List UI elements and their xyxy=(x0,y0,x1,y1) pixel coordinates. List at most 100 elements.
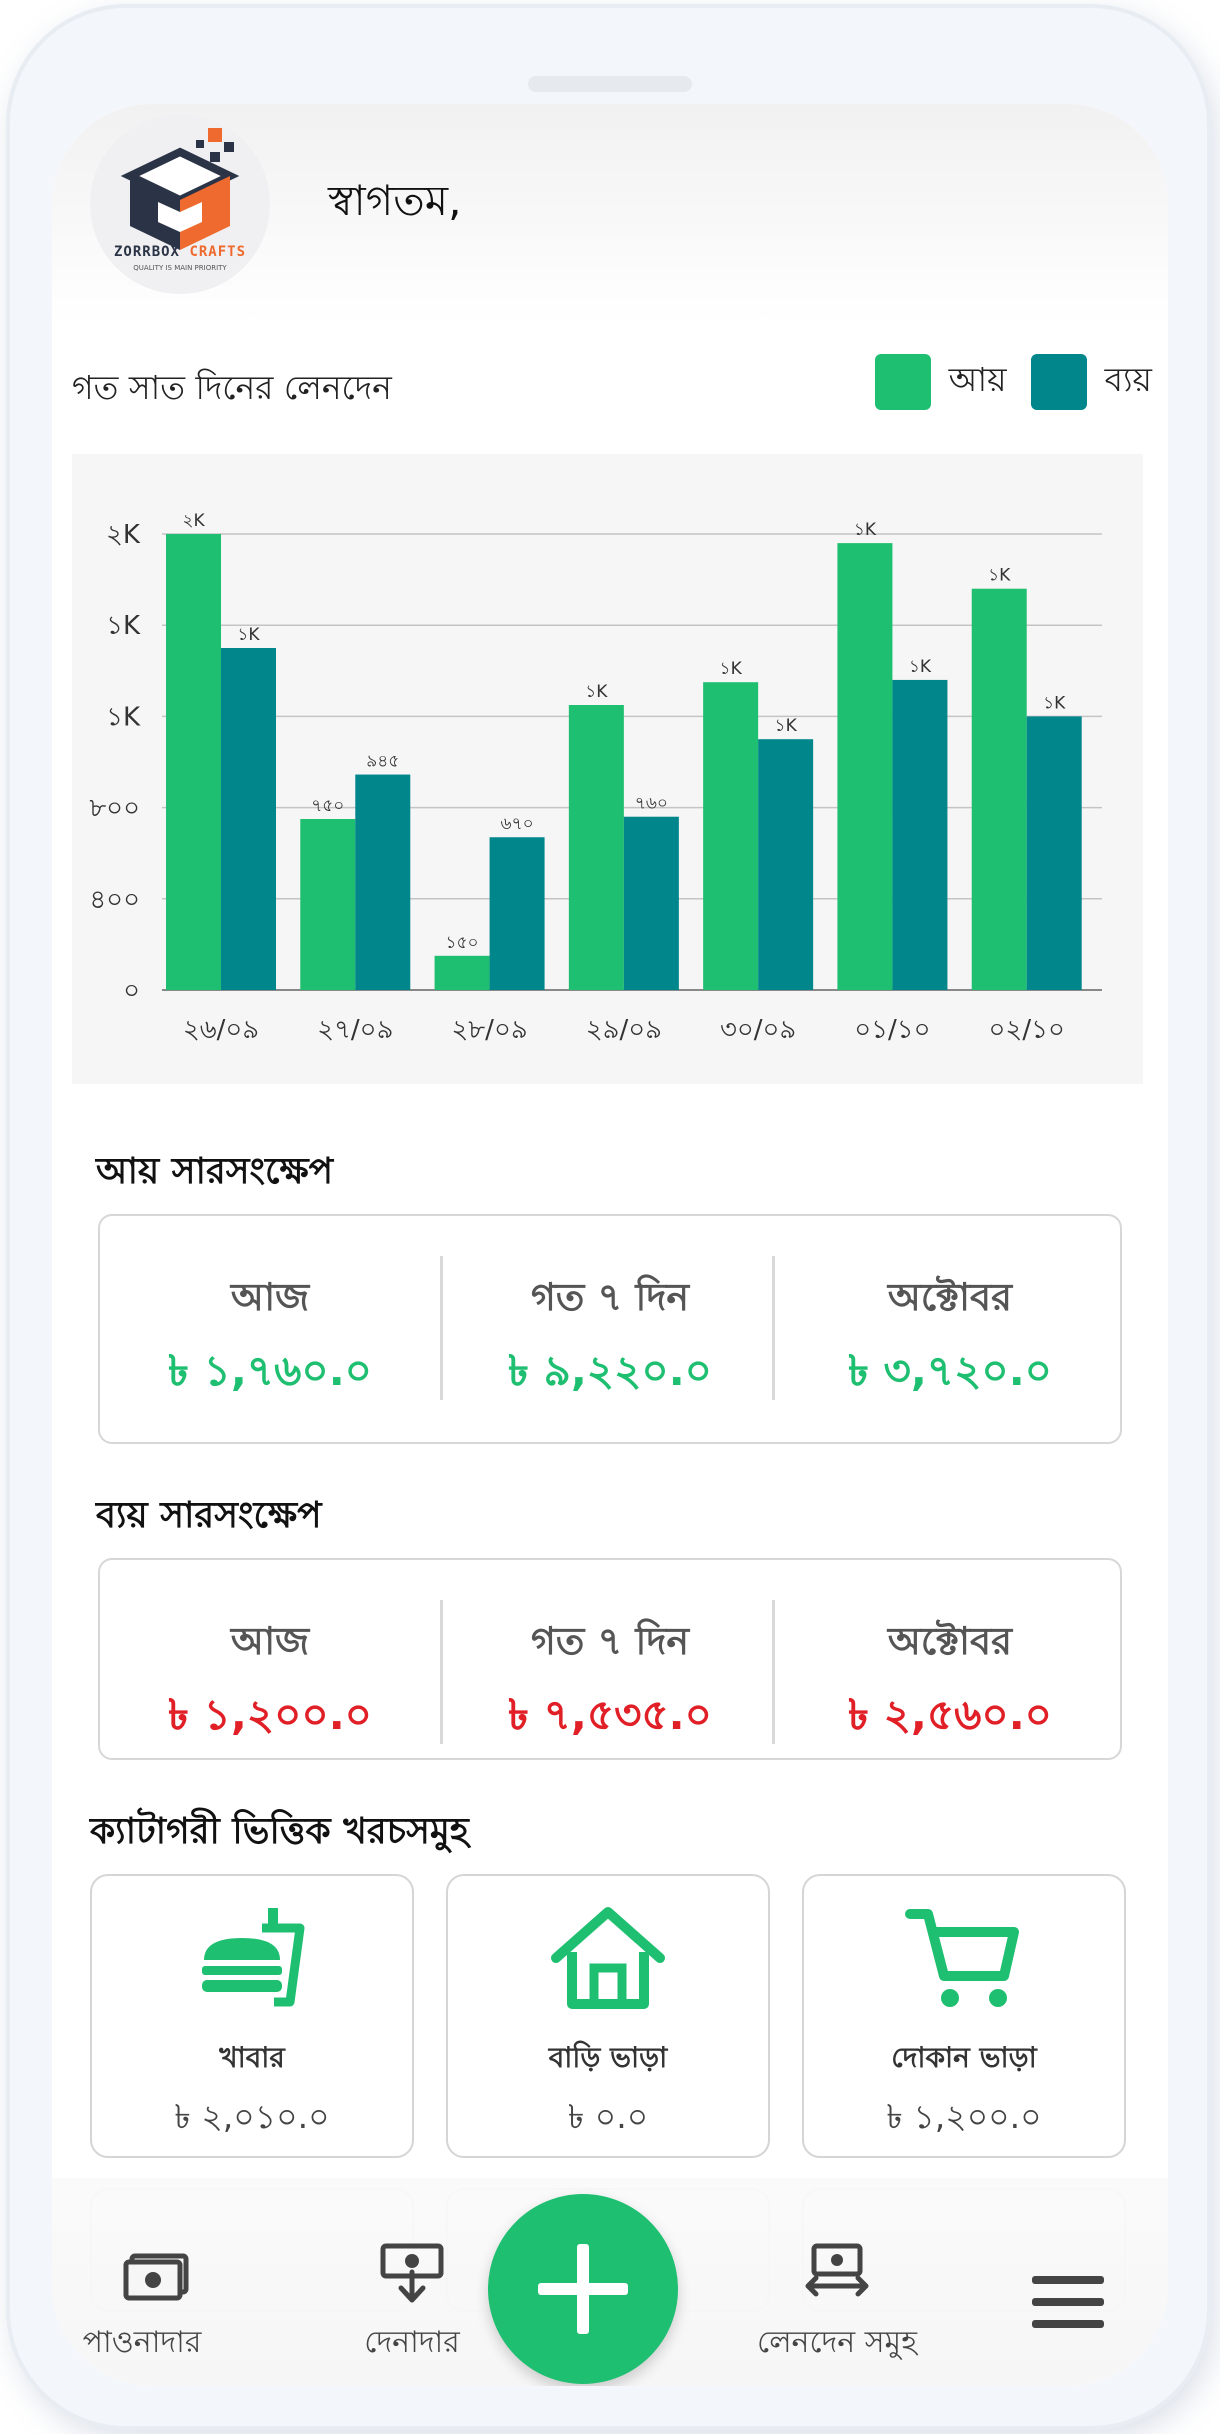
income-today-value: ৳ ১,৭৬০.০ xyxy=(168,1346,372,1395)
x-tick-label: ২৮/০৯ xyxy=(451,1015,527,1045)
divider xyxy=(440,1256,443,1400)
bar-value-label: ২K xyxy=(182,511,205,531)
expense-month-label: অক্টোবর xyxy=(887,1619,1013,1663)
x-tick-label: ২৭/০৯ xyxy=(317,1015,393,1045)
logo-cube-icon xyxy=(120,128,240,250)
income-summary-title: আয় সারসংক্ষেপ xyxy=(96,1151,334,1192)
chart-bar xyxy=(703,682,759,990)
bar-value-label: ১K xyxy=(854,520,877,540)
legend-swatch-income xyxy=(874,354,931,410)
income-summary-card: আজ ৳ ১,৭৬০.০ গত ৭ দিন ৳ ৯,২২০.০ অক্টোবর … xyxy=(98,1214,1122,1444)
transactions-header: গত সাত দিনের লেনদেন আয় ব্যয় xyxy=(72,354,1152,414)
y-tick-label: ১K xyxy=(106,702,141,732)
bar-value-label: ১K xyxy=(720,659,743,679)
chart-bar xyxy=(434,955,490,990)
expense-today-value: ৳ ১,২০০.০ xyxy=(168,1690,372,1739)
exchange-icon xyxy=(805,2243,869,2297)
logo-brand-text: ZORRBOX CRAFTS xyxy=(90,244,270,260)
nav-creditors[interactable]: পাওনাদার xyxy=(52,2178,232,2386)
category-card-house-rent[interactable]: বাড়ি ভাড়া ৳ ০.০ xyxy=(446,1874,770,2158)
category-card-shop-rent[interactable]: দোকান ভাড়া ৳ ১,২০০.০ xyxy=(802,1874,1126,2158)
expense-summary-card: আজ ৳ ১,২০০.০ গত ৭ দিন ৳ ৭,৫৩৫.০ অক্টোবর … xyxy=(98,1558,1122,1760)
expense-week-label: গত ৭ দিন xyxy=(530,1619,690,1663)
chart-bar xyxy=(837,543,893,990)
chart-bar xyxy=(568,705,624,990)
expense-today-label: আজ xyxy=(230,1619,310,1663)
x-tick-label: ২৯/০৯ xyxy=(586,1015,662,1045)
y-tick-label: ০ xyxy=(123,976,140,1006)
bar-value-label: ৬৭০ xyxy=(500,814,533,834)
logo-brand-main: ZORRBOX xyxy=(113,244,180,260)
menu-icon[interactable] xyxy=(1032,2276,1104,2330)
bar-value-label: ১K xyxy=(909,657,932,677)
chart-bar xyxy=(300,819,356,990)
app-header: ZORRBOX CRAFTS QUALITY IS MAIN PRIORITY … xyxy=(52,104,1168,324)
add-transaction-button[interactable] xyxy=(488,2194,678,2384)
expense-week-value: ৳ ৭,৫৩৫.০ xyxy=(508,1690,712,1739)
x-tick-label: ০১/১০ xyxy=(854,1015,930,1045)
category-name: বাড়ি ভাড়া xyxy=(548,2041,668,2074)
bar-value-label: ১K xyxy=(237,625,260,645)
logo-brand-accent: CRAFTS xyxy=(189,244,247,260)
bar-value-label: ৭৬০ xyxy=(635,794,668,814)
legend-label-income: আয় xyxy=(948,360,1007,399)
nav-transactions[interactable]: লেনদেন সমুহ xyxy=(732,2178,942,2386)
chart-legend: আয় ব্যয় xyxy=(874,354,1152,410)
category-card-food[interactable]: খাবার ৳ ২,০১০.০ xyxy=(90,1874,414,2158)
chart-bar xyxy=(892,679,948,990)
nav-label: পাওনাদার xyxy=(82,2325,202,2360)
nav-label: লেনদেন সমুহ xyxy=(757,2325,917,2360)
x-tick-label: ২৬/০৯ xyxy=(183,1015,259,1045)
chart-bar xyxy=(489,837,545,990)
bar-value-label: ১K xyxy=(585,682,608,702)
chart-bar xyxy=(758,739,814,990)
chart-bar xyxy=(623,816,679,990)
transactions-title: গত সাত দিনের লেনদেন xyxy=(72,368,392,407)
chart-bar xyxy=(1026,716,1082,990)
bar-chart-svg: ০ ৪০০ ৮০০ ১K ১K ২K ২K ১K ২৬/০৯ ৭৫০ ৯৪৫ ২৭/০৯ ১৫০ ৬৭০ ২… xyxy=(89,511,1102,1045)
y-tick-label: ১K xyxy=(106,611,141,641)
income-month: অক্টোবর ৳ ৩,৭২০.০ xyxy=(780,1216,1120,1442)
legend-label-expense: ব্যয় xyxy=(1104,360,1152,399)
category-name: দোকান ভাড়া xyxy=(891,2041,1037,2074)
bar-value-label: ১K xyxy=(1043,693,1066,713)
bar-value-label: ৭৫০ xyxy=(311,796,344,816)
transactions-chart: ০ ৪০০ ৮০০ ১K ১K ২K ২K ১K ২৬/০৯ ৭৫০ ৯৪৫ ২৭/০৯ ১৫০ ৬৭০ ২… xyxy=(72,454,1143,1084)
y-tick-label: ২K xyxy=(106,520,141,550)
expense-week: গত ৭ দিন ৳ ৭,৫৩৫.০ xyxy=(440,1560,780,1758)
x-tick-label: ০২/১০ xyxy=(989,1015,1065,1045)
money-icon xyxy=(123,2253,189,2301)
nav-debtors[interactable]: দেনাদার xyxy=(312,2178,512,2386)
income-week-label: গত ৭ দিন xyxy=(530,1275,690,1319)
money-down-icon xyxy=(380,2243,444,2303)
income-month-label: অক্টোবর xyxy=(887,1275,1013,1319)
house-icon xyxy=(551,1907,665,2009)
brand-logo: ZORRBOX CRAFTS QUALITY IS MAIN PRIORITY xyxy=(90,114,270,294)
welcome-text: স্বাগতম, xyxy=(328,176,462,225)
phone-speaker xyxy=(528,76,692,92)
cart-icon xyxy=(905,1909,1019,2007)
category-amount: ৳ ২,০১০.০ xyxy=(174,2097,330,2136)
divider xyxy=(440,1600,443,1744)
chart-bar xyxy=(221,648,276,990)
y-tick-label: ৪০০ xyxy=(89,885,140,915)
chart-bar xyxy=(971,588,1027,990)
income-today-label: আজ xyxy=(230,1275,310,1319)
bar-value-label: ১K xyxy=(775,716,798,736)
food-icon xyxy=(202,1908,305,2007)
legend-swatch-expense xyxy=(1030,354,1087,410)
bar-value-label: ১৫০ xyxy=(446,933,479,953)
expense-month: অক্টোবর ৳ ২,৫৬০.০ xyxy=(780,1560,1120,1758)
chart-bar xyxy=(355,774,411,990)
income-week: গত ৭ দিন ৳ ৯,২২০.০ xyxy=(440,1216,780,1442)
category-expenses-title: ক্যাটাগরী ভিত্তিক খরচসমুহ xyxy=(90,1811,469,1852)
bar-value-label: ৯৪৫ xyxy=(366,752,399,772)
y-tick-label: ৮০০ xyxy=(89,794,140,824)
bar-value-label: ১K xyxy=(988,566,1011,586)
category-amount: ৳ ০.০ xyxy=(567,2097,649,2136)
app-screen: ZORRBOX CRAFTS QUALITY IS MAIN PRIORITY … xyxy=(52,104,1168,2386)
x-tick-label: ৩০/০৯ xyxy=(720,1015,796,1045)
income-month-value: ৳ ৩,৭২০.০ xyxy=(848,1346,1052,1395)
nav-label: দেনাদার xyxy=(364,2325,460,2360)
expense-month-value: ৳ ২,৫৬০.০ xyxy=(848,1690,1052,1739)
